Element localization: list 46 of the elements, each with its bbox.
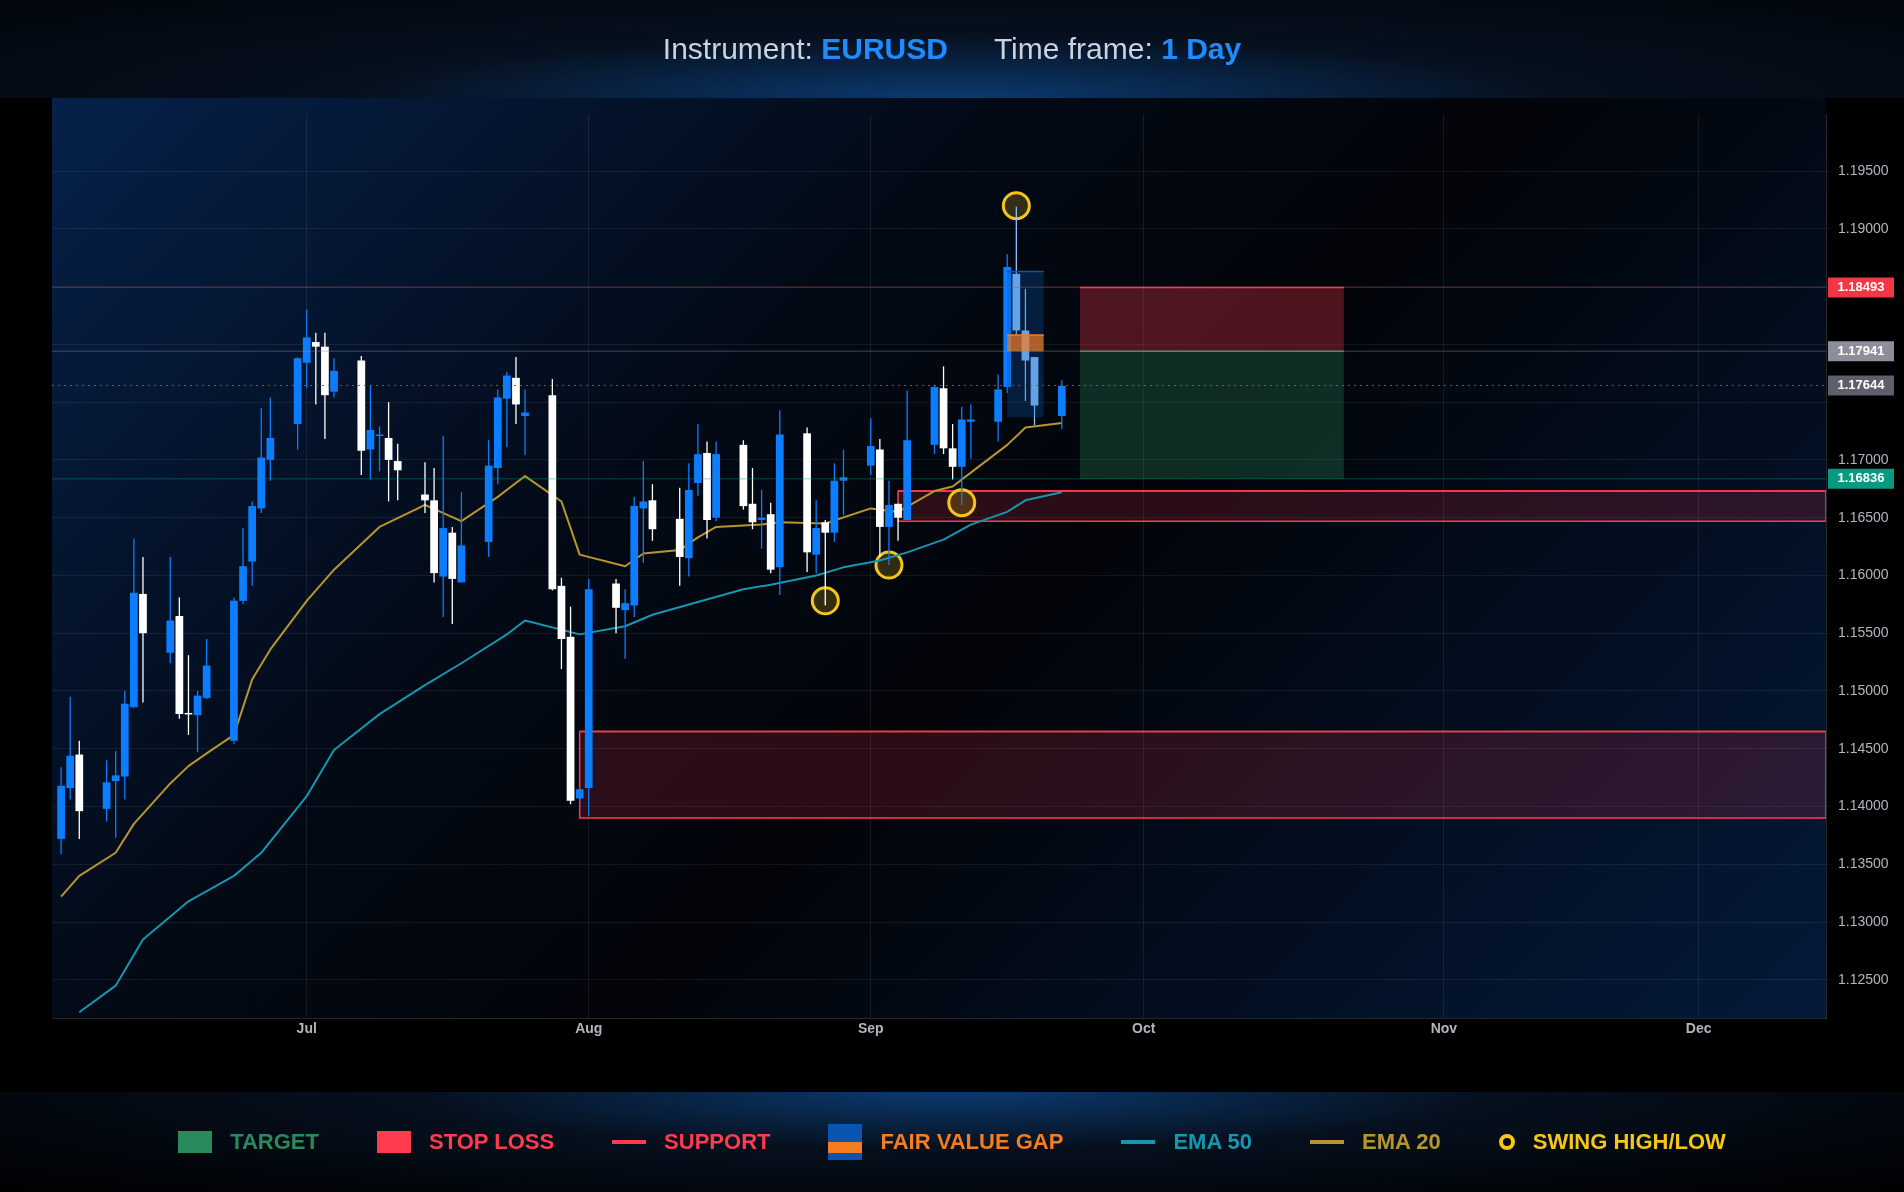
y-tick-label: 1.16500 xyxy=(1838,508,1889,525)
point xyxy=(1001,191,1031,221)
candlestick xyxy=(375,425,384,473)
x-tick-label: Oct xyxy=(1132,1020,1156,1037)
candlestick xyxy=(948,423,957,481)
chart-title: Instrument: EURUSD xyxy=(662,32,948,66)
chart-subtitle: Time frame: 1 Day xyxy=(993,32,1242,66)
candlestick xyxy=(821,519,830,607)
y-tick-label: 1.14000 xyxy=(1838,797,1889,814)
legend-label: FAIR VALUE GAP xyxy=(880,1129,1064,1155)
legend-label: STOP LOSS xyxy=(428,1129,555,1155)
y-tick-label: 1.12500 xyxy=(1838,970,1889,987)
text: SWING HIGH/LOW xyxy=(1532,1129,1726,1155)
candlestick xyxy=(330,357,338,399)
ref-line-label: 1.18493 xyxy=(1837,278,1885,294)
y-tick-label: 1.13500 xyxy=(1838,855,1889,872)
x-tick-label: Jul xyxy=(296,1020,317,1037)
x-tick-label: Nov xyxy=(1430,1020,1458,1037)
y-tick-label: 1.17000 xyxy=(1838,450,1889,467)
ref-line-label: 1.17941 xyxy=(1837,342,1885,358)
legend-label: EMA 20 xyxy=(1362,1129,1441,1155)
candlestick xyxy=(311,332,320,406)
candlestick xyxy=(866,417,875,476)
y-tick-label: 1.15000 xyxy=(1838,681,1889,698)
y-tick-label: 1.16000 xyxy=(1838,566,1889,583)
candlestick xyxy=(393,443,402,501)
x-tick-label: Dec xyxy=(1685,1020,1712,1037)
candlestick xyxy=(885,480,893,566)
point xyxy=(810,586,840,616)
candlestick xyxy=(839,448,848,517)
y-tick-label: 1.13000 xyxy=(1838,912,1889,929)
y-tick-label: 1.15500 xyxy=(1838,624,1889,641)
x-tick-label: Aug xyxy=(575,1020,603,1037)
candlestick xyxy=(575,785,584,808)
candlestick xyxy=(384,401,393,503)
x-tick-label: Sep xyxy=(857,1020,884,1037)
ref-line-label: 1.16836 xyxy=(1837,470,1885,486)
point xyxy=(947,488,977,518)
legend-label: EMA 50 xyxy=(1173,1129,1253,1155)
y-tick-label: 1.19500 xyxy=(1838,161,1889,178)
ref-line-label: 1.17644 xyxy=(1837,377,1886,393)
legend-label: TARGET xyxy=(230,1129,319,1155)
y-tick-label: 1.19000 xyxy=(1838,219,1889,236)
legend-label: SUPPORT xyxy=(664,1129,771,1155)
candlestick xyxy=(894,503,902,542)
y-tick-label: 1.14500 xyxy=(1838,739,1889,756)
